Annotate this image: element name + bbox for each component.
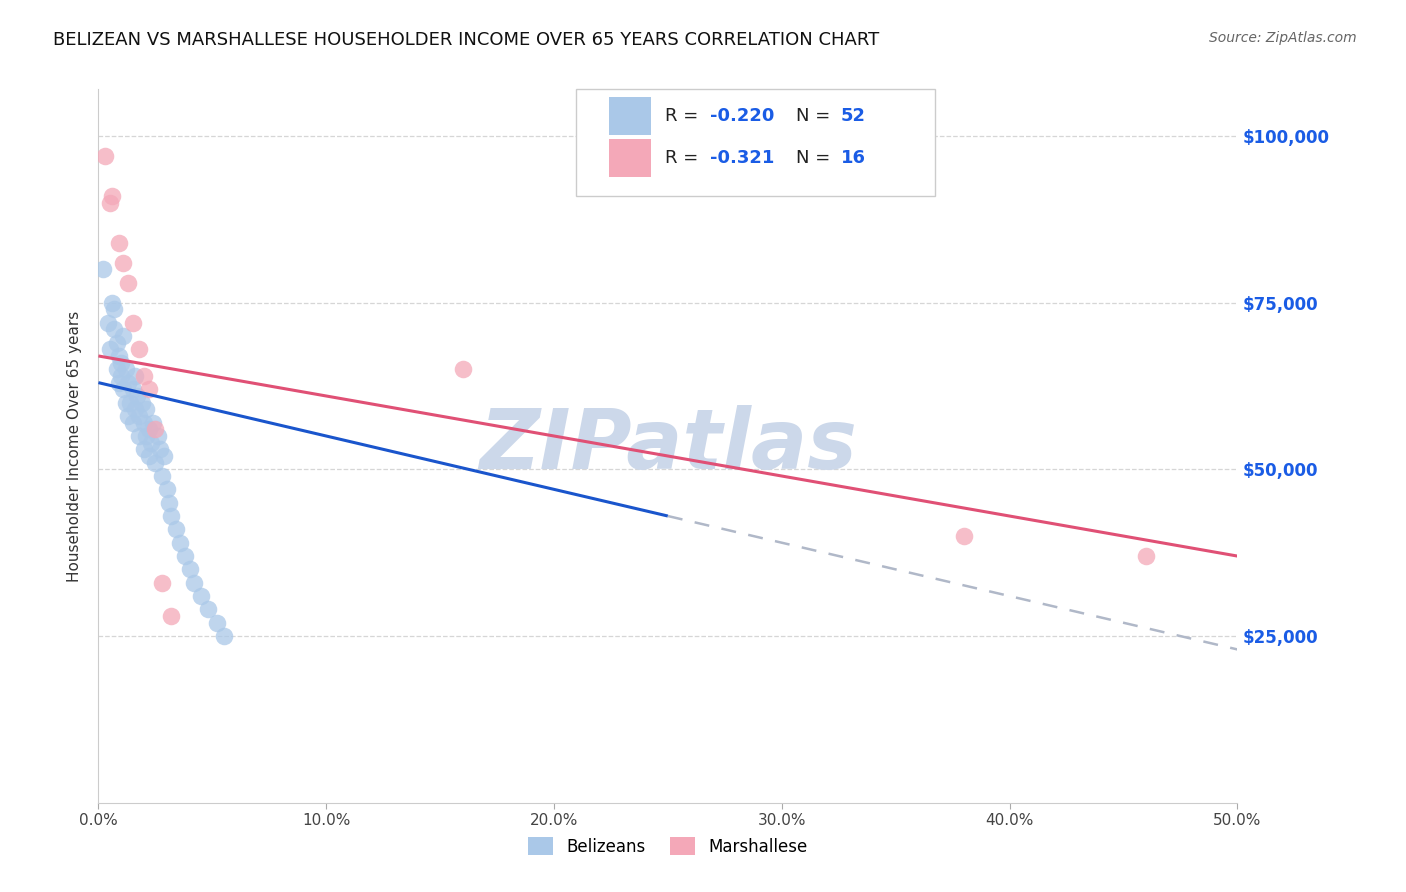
Point (114, 395, 136, 409)
Point (953, 529, 976, 543)
Text: 16: 16 (841, 149, 866, 167)
Point (132, 368, 155, 383)
Point (138, 422, 160, 436)
Point (1135, 549, 1157, 563)
Point (103, 322, 125, 336)
Point (128, 429, 150, 443)
Text: ZIPatlas: ZIPatlas (479, 406, 856, 486)
Point (197, 602, 219, 616)
Point (94, 149, 117, 163)
Point (138, 449, 160, 463)
Point (156, 483, 179, 497)
Point (135, 402, 157, 417)
Point (103, 302, 125, 317)
Point (149, 442, 172, 457)
Point (112, 382, 135, 396)
Text: N =: N = (796, 107, 835, 125)
Point (212, 629, 235, 643)
Point (117, 409, 139, 423)
Point (127, 389, 149, 403)
Point (451, 362, 474, 376)
Point (135, 429, 157, 443)
Point (124, 402, 146, 417)
Text: BELIZEAN VS MARSHALLESE HOUSEHOLDER INCOME OVER 65 YEARS CORRELATION CHART: BELIZEAN VS MARSHALLESE HOUSEHOLDER INCO… (53, 31, 880, 49)
Point (190, 589, 212, 603)
Point (128, 409, 150, 423)
Point (110, 356, 132, 370)
Point (101, 189, 124, 203)
Text: R =: R = (665, 107, 704, 125)
Point (105, 362, 128, 376)
Point (110, 368, 132, 383)
Point (98, 195, 121, 210)
Point (179, 562, 201, 576)
Point (174, 549, 197, 563)
Point (98, 343, 121, 357)
Point (108, 235, 131, 250)
Point (128, 343, 150, 357)
Point (124, 368, 146, 383)
Point (146, 429, 169, 443)
Point (169, 535, 191, 549)
Point (142, 416, 165, 430)
Point (150, 469, 173, 483)
Point (112, 255, 135, 269)
Text: -0.220: -0.220 (710, 107, 775, 125)
Legend: Belizeans, Marshallese: Belizeans, Marshallese (522, 830, 814, 863)
Point (108, 349, 131, 363)
Point (139, 435, 162, 450)
Text: Source: ZipAtlas.com: Source: ZipAtlas.com (1209, 31, 1357, 45)
Point (160, 509, 183, 524)
Point (157, 496, 180, 510)
Point (108, 376, 131, 390)
Point (205, 615, 228, 630)
Y-axis label: Householder Income Over 65 years: Householder Income Over 65 years (67, 310, 83, 582)
Point (150, 575, 173, 590)
Point (160, 609, 183, 624)
Point (91, 262, 114, 277)
Point (132, 416, 155, 430)
Point (132, 442, 155, 457)
Point (145, 456, 167, 470)
Point (121, 382, 143, 396)
Point (121, 416, 143, 430)
Point (183, 575, 205, 590)
Point (145, 422, 167, 436)
Point (131, 395, 153, 409)
Point (105, 335, 128, 350)
Text: -0.321: -0.321 (710, 149, 775, 167)
Point (120, 395, 142, 409)
Point (101, 295, 124, 310)
Point (153, 449, 176, 463)
Point (96, 316, 118, 330)
Point (138, 382, 160, 396)
Point (114, 362, 136, 376)
Text: R =: R = (665, 149, 704, 167)
Point (121, 316, 143, 330)
Point (165, 522, 187, 536)
Text: N =: N = (796, 149, 835, 167)
Text: 52: 52 (841, 107, 866, 125)
Point (117, 376, 139, 390)
Point (117, 276, 139, 290)
Point (112, 329, 135, 343)
